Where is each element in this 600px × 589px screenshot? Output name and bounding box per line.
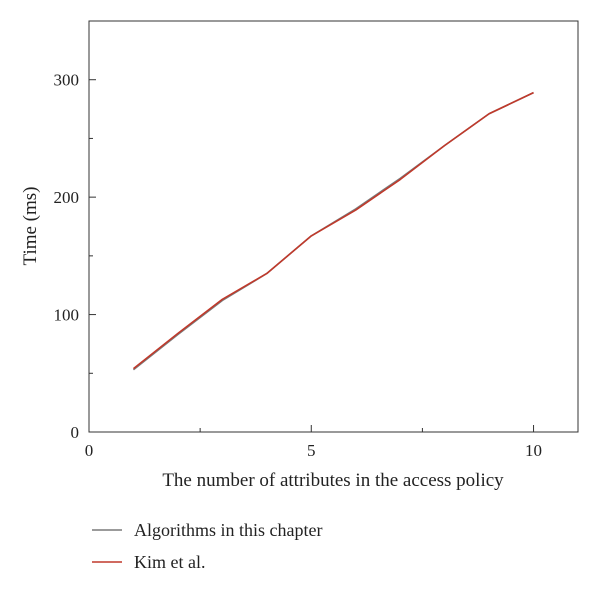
x-tick-label: 5 xyxy=(307,441,316,460)
series-lines xyxy=(132,91,534,371)
y-tick-label: 300 xyxy=(54,71,80,90)
y-tick-label: 100 xyxy=(54,306,80,325)
y-axis: 0 100 200 300 xyxy=(54,71,96,442)
series-line-1 xyxy=(132,91,534,370)
y-tick-label: 200 xyxy=(54,188,80,207)
legend-label: Kim et al. xyxy=(134,552,205,572)
x-tick-label: 10 xyxy=(525,441,542,460)
plot-frame xyxy=(88,20,579,433)
x-tick-label: 0 xyxy=(85,441,94,460)
legend: Algorithms in this chapter Kim et al. xyxy=(92,520,322,572)
series-line-0 xyxy=(132,91,534,371)
y-tick-label: 0 xyxy=(71,423,80,442)
x-axis: 0 5 10 xyxy=(85,425,542,460)
x-axis-label: The number of attributes in the access p… xyxy=(162,470,504,491)
y-axis-label: Time (ms) xyxy=(20,186,41,265)
legend-label: Algorithms in this chapter xyxy=(134,520,322,540)
